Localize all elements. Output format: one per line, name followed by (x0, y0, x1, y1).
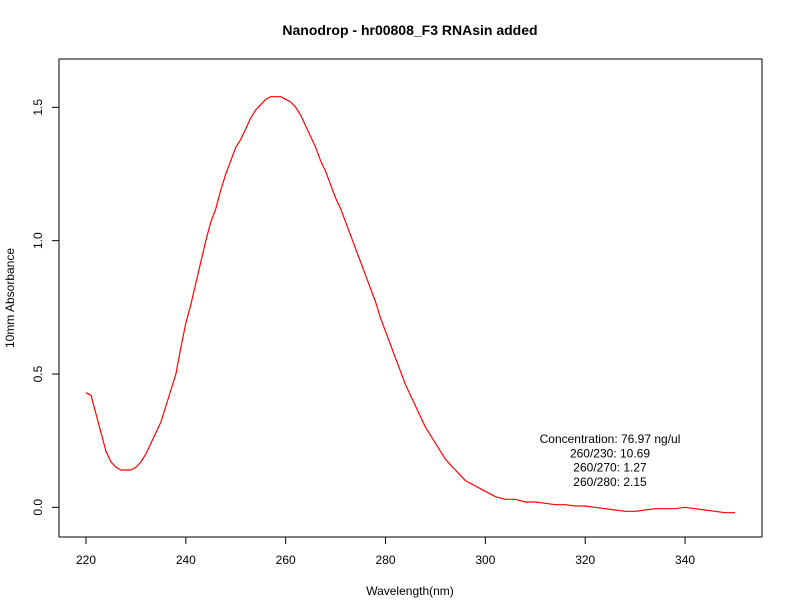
y-tick-label: 1.5 (31, 99, 45, 116)
x-axis-label: Wavelength(nm) (366, 584, 454, 598)
x-tick-label: 280 (376, 553, 396, 567)
annotation-line: Concentration: 76.97 ng/ul (540, 432, 681, 446)
x-tick-label: 240 (176, 553, 196, 567)
y-tick-label: 0.5 (31, 365, 45, 382)
x-tick-label: 220 (76, 553, 96, 567)
series-line (85, 96, 735, 514)
x-tick-label: 340 (675, 553, 695, 567)
y-axis: 0.0 0.5 1.0 1.5 (31, 99, 59, 516)
annotation-line: 260/230: 10.69 (570, 446, 650, 460)
series-layer (85, 96, 735, 514)
x-tick-label: 300 (475, 553, 495, 567)
y-axis-label: 10mm Absorbance (3, 248, 17, 348)
y-tick-label: 1.0 (31, 232, 45, 249)
annotation-line: 260/270: 1.27 (573, 461, 647, 475)
y-tick-label: 0.0 (31, 499, 45, 516)
x-axis: 220 240 260 280 300 320 340 (76, 537, 695, 567)
x-tick-label: 260 (276, 553, 296, 567)
annotation-line: 260/280: 2.15 (573, 475, 647, 489)
chart-title: Nanodrop - hr00808_F3 RNAsin added (282, 22, 537, 38)
x-tick-label: 320 (575, 553, 595, 567)
plot-frame (58, 58, 763, 538)
